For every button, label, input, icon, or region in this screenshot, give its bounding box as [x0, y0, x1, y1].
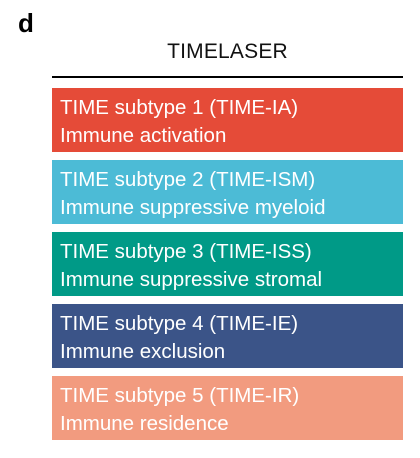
subtype-box-3: TIME subtype 3 (TIME-ISS) Immune suppres… — [52, 232, 403, 296]
subtype-name: TIME subtype 1 (TIME-IA) — [60, 96, 299, 119]
subtype-box-1: TIME subtype 1 (TIME-IA) Immune activati… — [52, 88, 403, 152]
subtype-description: Immune suppressive myeloid — [60, 196, 326, 219]
panel-label: d — [18, 8, 34, 38]
subtype-name: TIME subtype 3 (TIME-ISS) — [60, 240, 312, 263]
subtype-box-5: TIME subtype 5 (TIME-IR) Immune residenc… — [52, 376, 403, 440]
subtype-name: TIME subtype 2 (TIME-ISM) — [60, 168, 316, 191]
subtype-name: TIME subtype 5 (TIME-IR) — [60, 384, 300, 407]
title-rule — [52, 76, 403, 78]
subtype-box-4: TIME subtype 4 (TIME-IE) Immune exclusio… — [52, 304, 403, 368]
subtype-description: Immune exclusion — [60, 340, 226, 363]
subtype-name: TIME subtype 4 (TIME-IE) — [60, 312, 299, 335]
subtype-description: Immune suppressive stromal — [60, 268, 323, 291]
subtype-description: Immune activation — [60, 124, 227, 147]
subtype-description: Immune residence — [60, 412, 229, 435]
diagram-title: TIMELASER — [167, 40, 288, 63]
subtype-box-2: TIME subtype 2 (TIME-ISM) Immune suppres… — [52, 160, 403, 224]
subtype-list: TIME subtype 1 (TIME-IA) Immune activati… — [52, 88, 403, 448]
